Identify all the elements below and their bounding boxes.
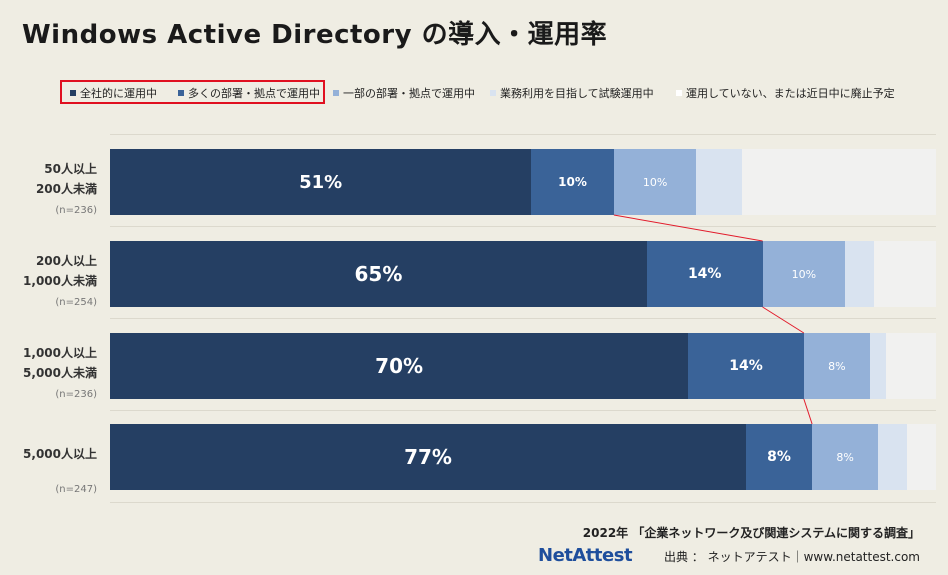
- legend-highlight-box: [60, 80, 325, 104]
- bar-segment-2: 10%: [613, 149, 697, 215]
- bar-segment-1: 14%: [688, 333, 804, 399]
- legend-item-0: 全社的に運用中: [70, 85, 157, 101]
- row-sample-size: (n=247): [55, 484, 97, 495]
- legend-swatch-1: [178, 90, 184, 96]
- stacked-bar-chart: 50人以上 200人未満 (n=236) 51% 10% 10% 200人以上 1,000人未…: [2, 134, 936, 503]
- connector-line-1: [762, 306, 805, 334]
- bar-segment-2: 8%: [812, 424, 879, 490]
- bar-segment-4: [907, 424, 936, 490]
- bar-segment-1: 10%: [531, 149, 614, 215]
- bar-segment-2: 10%: [762, 241, 846, 307]
- legend-swatch-3: [490, 90, 496, 96]
- bar-segment-0: 77%: [110, 424, 747, 490]
- bar-segment-3: [845, 241, 875, 307]
- legend-label-4: 運用していない、または近日中に廃止予定: [686, 87, 895, 100]
- row-sample-size: (n=254): [55, 297, 97, 308]
- row-label-2: 1,000人以上 5,000人未満 (n=236): [2, 343, 97, 405]
- legend-label-3: 業務利用を目指して試験運用中: [500, 87, 654, 100]
- row-label-line1: 50人以上: [44, 162, 97, 176]
- bar-segment-3: [696, 149, 742, 215]
- row-label-1: 200人以上 1,000人未満 (n=254): [2, 251, 97, 313]
- bar-row-0: 51% 10% 10%: [110, 149, 936, 215]
- row-sample-size: (n=236): [55, 205, 97, 216]
- bar-segment-3: [878, 424, 908, 490]
- netattest-logo: NetAttest: [538, 545, 633, 566]
- legend-label-2: 一部の部署・拠点で運用中: [343, 87, 475, 100]
- bar-segment-0: 51%: [110, 149, 532, 215]
- row-label-line2: 200人未満: [35, 182, 97, 196]
- bar-segment-4: [741, 149, 936, 215]
- row-label-line2: 1,000人未満: [23, 274, 97, 288]
- gridline-1: [110, 226, 936, 227]
- bar-segment-4: [874, 241, 936, 307]
- gridline-3: [110, 410, 936, 411]
- row-label-line1: 1,000人以上: [23, 346, 97, 360]
- chart-title: Windows Active Directory の導入・運用率: [22, 20, 608, 50]
- gridline-4: [110, 502, 936, 503]
- bar-row-2: 70% 14% 8%: [110, 333, 936, 399]
- footer-credit: 出典 ： ネットアテスト｜www.netattest.com: [663, 550, 920, 564]
- row-label-line1: 5,000人以上: [23, 447, 97, 461]
- legend-label-1: 多くの部署・拠点で運用中: [188, 87, 320, 100]
- gridline-0: [110, 134, 936, 135]
- bar-segment-0: 70%: [110, 333, 689, 399]
- legend-item-3: 業務利用を目指して試験運用中: [490, 85, 654, 101]
- connector-line-0: [613, 214, 763, 242]
- gridline-2: [110, 318, 936, 319]
- row-label-line1: 200人以上: [35, 254, 97, 268]
- row-label-line2: 5,000人未満: [23, 366, 97, 380]
- bar-segment-0: 65%: [110, 241, 647, 307]
- bar-segment-4: [886, 333, 936, 399]
- footer-source: 2022年 「企業ネットワーク及び関連システムに関する調査」: [582, 526, 920, 540]
- bar-row-1: 65% 14% 10%: [110, 241, 936, 307]
- bar-segment-3: [869, 333, 887, 399]
- bar-segment-1: 14%: [646, 241, 763, 307]
- row-label-3: 5,000人以上 (n=247): [2, 444, 97, 500]
- legend-item-4: 運用していない、または近日中に廃止予定: [676, 85, 895, 101]
- connector-line-2: [803, 398, 813, 425]
- legend-swatch-2: [333, 90, 339, 96]
- row-sample-size: (n=236): [55, 389, 97, 400]
- bar-segment-1: 8%: [746, 424, 813, 490]
- bar-row-3: 77% 8% 8%: [110, 424, 936, 490]
- legend-item-2: 一部の部署・拠点で運用中: [333, 85, 475, 101]
- legend-label-0: 全社的に運用中: [80, 87, 157, 100]
- legend-swatch-4: [676, 90, 682, 96]
- legend-swatch-0: [70, 90, 76, 96]
- legend-item-1: 多くの部署・拠点で運用中: [178, 85, 320, 101]
- legend: 全社的に運用中 多くの部署・拠点で運用中 一部の部署・拠点で運用中 業務利用を目…: [0, 80, 948, 106]
- bar-segment-2: 8%: [803, 333, 870, 399]
- row-label-0: 50人以上 200人未満 (n=236): [2, 159, 97, 221]
